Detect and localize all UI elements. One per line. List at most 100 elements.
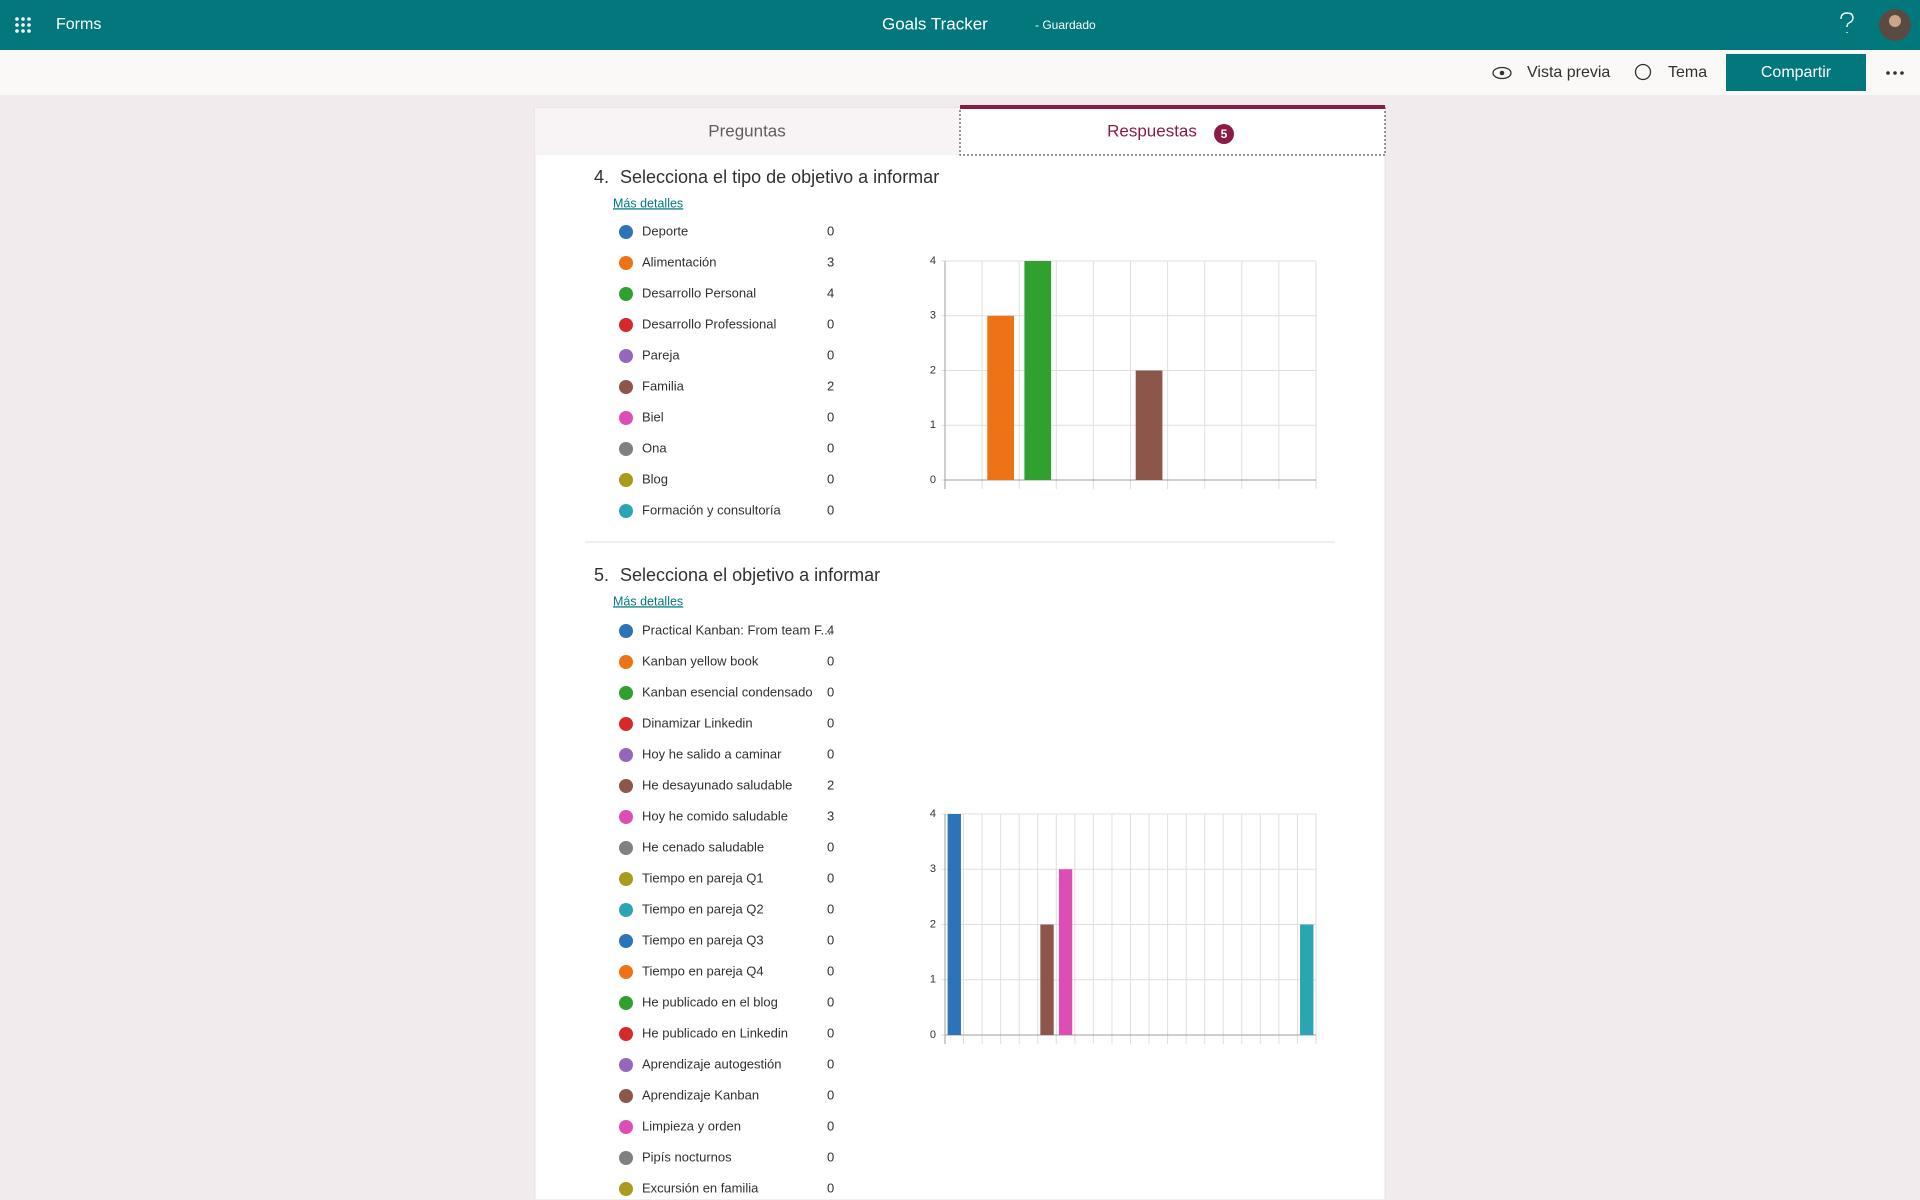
option-label: Familia	[642, 378, 685, 393]
option-label: Aprendizaje Kanban	[642, 1087, 759, 1102]
option-count: 0	[827, 870, 834, 885]
legend-dot	[619, 504, 633, 518]
legend-dot	[619, 717, 633, 731]
option-label: Pareja	[642, 347, 680, 362]
theme-label[interactable]: Tema	[1668, 64, 1707, 81]
option-label: Practical Kanban: From team F...	[642, 622, 831, 637]
y-tick-label: 3	[930, 310, 936, 322]
option-label: He publicado en el blog	[642, 994, 778, 1009]
option-label: Pipís nocturnos	[642, 1149, 732, 1164]
legend-dot	[619, 1182, 633, 1196]
option-count: 0	[827, 963, 834, 978]
legend-dot	[619, 841, 633, 855]
bar	[1024, 261, 1052, 480]
option-count: 0	[827, 1025, 834, 1040]
details-link[interactable]: Más detalles	[613, 594, 683, 608]
y-tick-label: 2	[930, 918, 936, 930]
share-button[interactable]	[1726, 54, 1866, 91]
option-label: Desarrollo Professional	[642, 316, 777, 331]
legend-dot	[619, 810, 633, 824]
option-label: Ona	[642, 440, 667, 455]
y-tick-label: 1	[930, 419, 936, 431]
document-title: Goals Tracker	[882, 14, 988, 33]
legend-dot	[619, 349, 633, 363]
option-label: Aprendizaje autogestión	[642, 1056, 782, 1071]
option-label: Biel	[642, 409, 664, 424]
option-count: 0	[827, 440, 834, 455]
option-label: Hoy he comido saludable	[642, 808, 788, 823]
help-icon[interactable]	[1840, 12, 1854, 33]
y-tick-label: 0	[930, 1029, 936, 1041]
responses-count: 5	[1221, 127, 1228, 141]
legend-dot	[619, 748, 633, 762]
option-count: 0	[827, 1087, 834, 1102]
legend-dot	[619, 903, 633, 917]
app-launcher[interactable]	[15, 17, 31, 33]
option-label: Dinamizar Linkedin	[642, 715, 753, 730]
responses-tab-label[interactable]: Respuestas	[1107, 121, 1197, 140]
option-label: Blog	[642, 471, 668, 486]
y-tick-label: 1	[930, 974, 936, 986]
option-label: Formación y consultoría	[642, 502, 781, 517]
option-count: 2	[827, 777, 834, 792]
legend-dot	[619, 1120, 633, 1134]
option-count: 0	[827, 1149, 834, 1164]
option-label: Desarrollo Personal	[642, 285, 756, 300]
option-count: 0	[827, 994, 834, 1009]
option-count: 3	[827, 808, 834, 823]
y-tick-label: 4	[930, 255, 936, 267]
legend-dot	[619, 655, 633, 669]
option-count: 3	[827, 254, 834, 269]
y-tick-label: 2	[930, 364, 936, 376]
share-label[interactable]: Compartir	[1761, 64, 1832, 81]
active-tab-indicator	[960, 105, 1385, 109]
option-count: 4	[827, 622, 834, 637]
legend-dot	[619, 411, 633, 425]
app-name[interactable]: Forms	[56, 16, 101, 33]
legend-dot	[619, 1027, 633, 1041]
responses-tab[interactable]	[959, 107, 1386, 156]
option-label: Hoy he salido a caminar	[642, 746, 782, 761]
legend-dot	[619, 965, 633, 979]
preview-label[interactable]: Vista previa	[1527, 64, 1610, 81]
legend-dot	[619, 287, 633, 301]
toolbar	[0, 50, 1920, 95]
option-label: Alimentación	[642, 254, 716, 269]
option-label: Kanban yellow book	[642, 653, 759, 668]
option-count: 0	[827, 1180, 834, 1195]
option-label: Tiempo en pareja Q2	[642, 901, 764, 916]
details-link[interactable]: Más detalles	[613, 196, 683, 210]
option-count: 0	[827, 347, 834, 362]
option-count: 0	[827, 1118, 834, 1133]
questions-tab[interactable]	[535, 108, 960, 155]
bar	[1058, 869, 1073, 1035]
option-label: Kanban esencial condensado	[642, 684, 813, 699]
legend-dot	[619, 1058, 633, 1072]
avatar-face	[1889, 15, 1901, 27]
option-count: 4	[827, 285, 834, 300]
option-count: 0	[827, 1056, 834, 1071]
top-bar	[0, 0, 1920, 50]
legend-dot	[619, 624, 633, 638]
legend-dot	[619, 473, 633, 487]
option-label: Limpieza y orden	[642, 1118, 741, 1133]
theme-button[interactable]: Tema	[1634, 63, 1708, 81]
option-label: He desayunado saludable	[642, 777, 792, 792]
questions-tab-label[interactable]: Preguntas	[708, 121, 786, 140]
option-count: 0	[827, 715, 834, 730]
option-count: 0	[827, 839, 834, 854]
more-button[interactable]	[1886, 71, 1904, 75]
bar	[1300, 924, 1314, 1035]
legend-dot	[619, 380, 633, 394]
option-count: 0	[827, 901, 834, 916]
question-number: 4.	[594, 167, 609, 187]
option-count: 0	[827, 223, 834, 238]
bar	[987, 315, 1015, 480]
option-label: Tiempo en pareja Q4	[642, 963, 764, 978]
y-tick-label: 0	[930, 474, 936, 486]
legend-dot	[619, 779, 633, 793]
preview-button[interactable]: Vista previa	[1492, 64, 1610, 81]
option-count: 0	[827, 653, 834, 668]
